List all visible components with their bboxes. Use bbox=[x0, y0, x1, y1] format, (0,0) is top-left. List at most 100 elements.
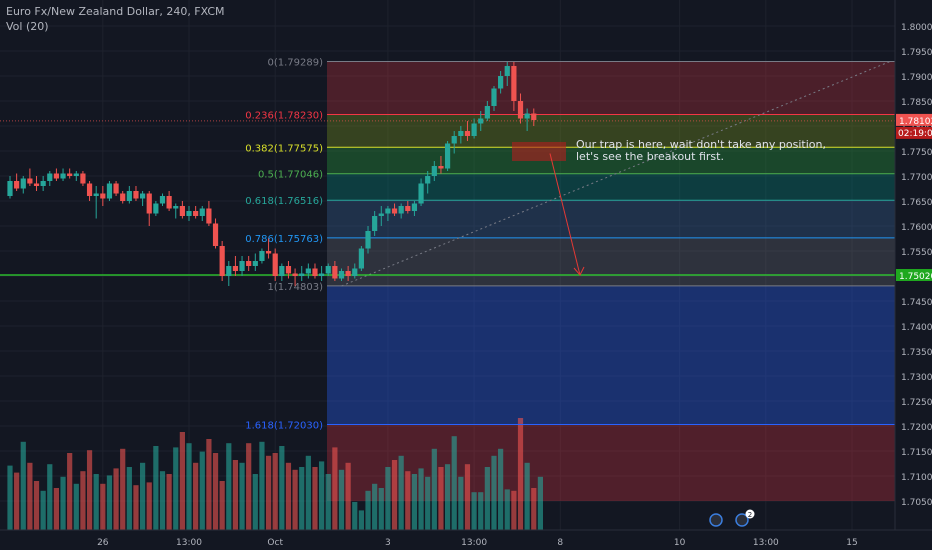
candle-body bbox=[60, 173, 66, 179]
candle-body bbox=[272, 253, 278, 276]
candle-body bbox=[219, 246, 225, 276]
volume-indicator-label[interactable]: Vol (20) bbox=[6, 20, 49, 33]
price-tick-label: 1.71000 bbox=[901, 473, 932, 483]
candle-body bbox=[166, 196, 172, 209]
candle-body bbox=[504, 66, 510, 76]
volume-bar bbox=[113, 468, 119, 530]
candle-body bbox=[246, 261, 252, 266]
price-tick-label: 1.79500 bbox=[901, 48, 932, 58]
candle-body bbox=[352, 268, 358, 276]
candle-body bbox=[73, 173, 79, 176]
volume-bar bbox=[86, 450, 93, 530]
event-flag-icon[interactable] bbox=[735, 513, 749, 527]
event-flag-icon[interactable] bbox=[709, 513, 723, 527]
volume-bar bbox=[272, 453, 278, 530]
last-price-text: 1.78102 bbox=[899, 117, 932, 127]
time-tick-label: Oct bbox=[267, 538, 283, 548]
volume-bar bbox=[305, 455, 311, 530]
price-tick-label: 1.75500 bbox=[901, 248, 932, 258]
candle-body bbox=[86, 183, 93, 196]
volume-bar bbox=[47, 464, 53, 530]
volume-bar bbox=[517, 418, 524, 530]
candle-body bbox=[531, 113, 537, 120]
volume-bar bbox=[212, 453, 219, 530]
candle-body bbox=[159, 196, 166, 204]
volume-bar bbox=[186, 443, 192, 530]
volume-bar bbox=[319, 461, 325, 530]
candle-body bbox=[431, 166, 437, 176]
volume-bar bbox=[451, 436, 457, 530]
volume-bar bbox=[279, 446, 285, 530]
volume-bar bbox=[378, 488, 384, 530]
candle-body bbox=[418, 183, 424, 204]
volume-bar bbox=[146, 482, 152, 530]
annotation-line1: Our trap is here, wait don't take any po… bbox=[576, 138, 826, 151]
volume-bar bbox=[478, 492, 484, 530]
volume-bar bbox=[372, 483, 378, 530]
volume-bar bbox=[27, 462, 33, 530]
volume-bar bbox=[345, 462, 351, 530]
volume-bar bbox=[246, 443, 252, 530]
volume-bar bbox=[365, 490, 371, 530]
candle-body bbox=[206, 208, 212, 224]
support-price-badge[interactable] bbox=[896, 269, 932, 281]
volume-bar bbox=[504, 489, 510, 530]
candle-body bbox=[27, 178, 33, 184]
fib-zone bbox=[327, 147, 895, 174]
candle-body bbox=[425, 176, 431, 184]
volume-bar bbox=[312, 467, 318, 530]
fib-zone bbox=[327, 285, 895, 425]
candle-body bbox=[232, 266, 239, 271]
price-tick-label: 1.76000 bbox=[901, 223, 932, 233]
candle-body bbox=[358, 248, 364, 269]
candle-body bbox=[212, 223, 219, 246]
candle-body bbox=[226, 266, 232, 276]
volume-bar bbox=[106, 475, 113, 530]
candle-body bbox=[385, 208, 391, 214]
candle-body bbox=[305, 268, 311, 274]
candle-body bbox=[378, 213, 384, 216]
volume-bar bbox=[411, 474, 418, 530]
countdown-badge bbox=[896, 126, 932, 139]
volume-bar bbox=[438, 467, 444, 530]
last-price-badge[interactable] bbox=[896, 113, 932, 126]
candle-body bbox=[524, 113, 530, 119]
candle-body bbox=[345, 271, 351, 276]
candle-body bbox=[484, 106, 490, 119]
candle-body bbox=[199, 208, 205, 216]
volume-bar bbox=[444, 464, 451, 530]
volume-bar bbox=[60, 476, 66, 530]
countdown-text: 02:19:06 bbox=[898, 129, 932, 139]
arrow-shaft bbox=[549, 153, 581, 276]
candle-body bbox=[100, 193, 106, 199]
candle-body bbox=[14, 181, 20, 189]
trap-zone-box[interactable] bbox=[512, 142, 566, 161]
event-count-text: 2 bbox=[748, 511, 752, 519]
candle-body bbox=[325, 266, 331, 274]
candle-body bbox=[106, 183, 113, 199]
volume-bar bbox=[153, 446, 159, 530]
candle-body bbox=[365, 231, 371, 249]
candle-body bbox=[140, 193, 146, 199]
volume-bar bbox=[80, 471, 86, 530]
volume-bar bbox=[471, 492, 477, 530]
candle-body bbox=[464, 131, 471, 136]
time-tick-label: 8 bbox=[557, 538, 563, 548]
price-tick-label: 1.72500 bbox=[901, 398, 932, 408]
candle-body bbox=[319, 273, 325, 276]
candle-body bbox=[338, 271, 345, 279]
symbol-title[interactable]: Euro Fx/New Zealand Dollar, 240, FXCM bbox=[6, 5, 225, 18]
candle-body bbox=[120, 193, 126, 201]
volume-bar bbox=[458, 476, 464, 530]
fib-level-label: 0.618(1.76516) bbox=[245, 196, 323, 207]
volume-bar bbox=[299, 467, 305, 530]
volume-bar bbox=[511, 490, 517, 530]
volume-bar bbox=[239, 462, 245, 530]
time-tick-label: 13:00 bbox=[176, 538, 202, 548]
volume-bar bbox=[292, 469, 298, 530]
candle-body bbox=[265, 251, 272, 254]
candle-body bbox=[511, 66, 517, 101]
volume-bar bbox=[332, 447, 338, 530]
